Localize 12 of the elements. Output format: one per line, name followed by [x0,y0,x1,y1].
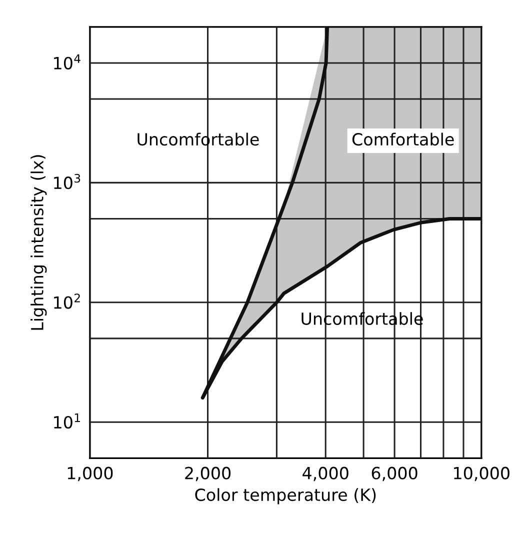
y-tick-label: 10$^{2}$ [54,294,80,309]
x-tick-label: 4,000 [302,466,348,482]
x-tick-label: 6,000 [372,466,418,482]
x-tick-label: 2,000 [185,466,231,482]
x-tick-label: 1,000 [68,466,113,482]
y-axis-title: Lighting intensity (lx) [30,155,47,330]
x-axis-title: Color temperature (K) [195,488,376,504]
x-tick-label: 10,000 [454,466,510,482]
annotation: Comfortable [352,132,454,146]
y-tick-label: 10$^{1}$ [54,413,80,429]
y-tick-label: 10$^{3}$ [54,174,80,190]
y-tick-label: 10$^{4}$ [54,54,80,70]
